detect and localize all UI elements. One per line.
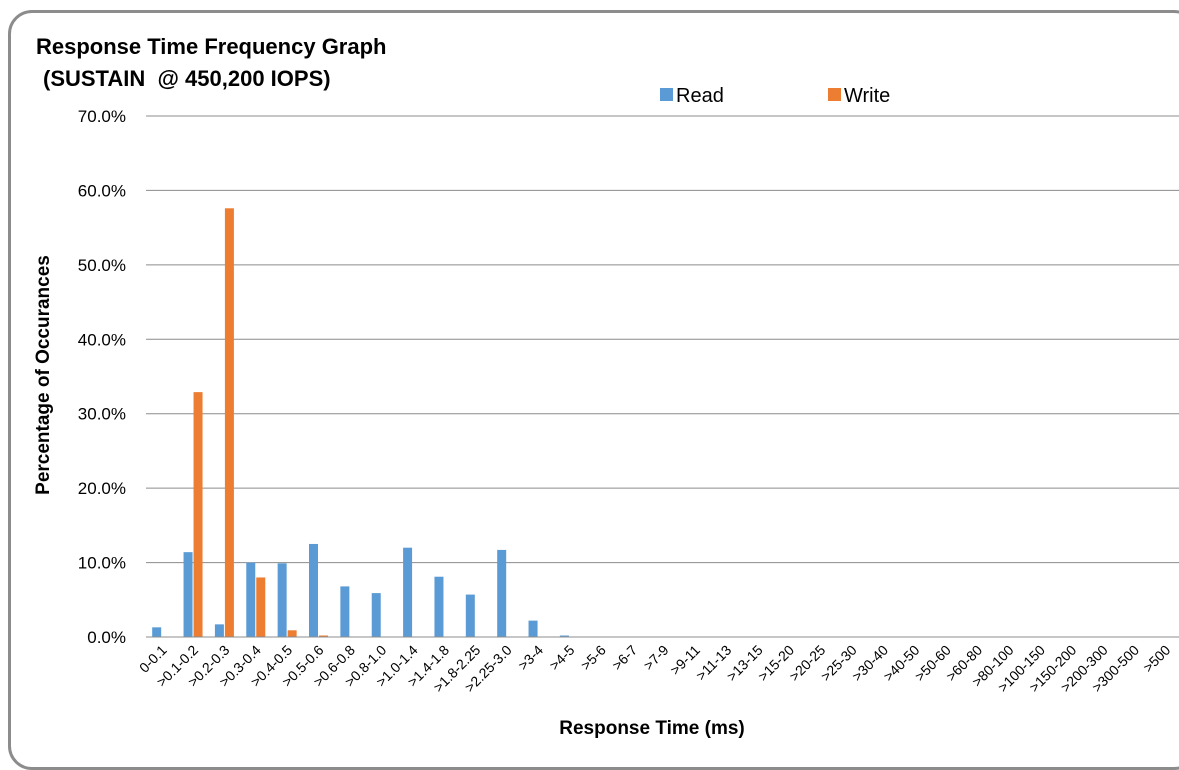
bar-read xyxy=(465,594,475,637)
x-tick-label: >5-6 xyxy=(577,642,609,674)
bar-read xyxy=(277,563,287,637)
y-tick-label: 50.0% xyxy=(78,256,126,275)
bar-write xyxy=(193,392,203,637)
x-axis-title: Response Time (ms) xyxy=(559,718,744,739)
bar-read xyxy=(183,552,193,637)
legend-swatch-write xyxy=(828,88,841,101)
x-tick-label: >6-7 xyxy=(609,642,641,674)
bar-read xyxy=(152,627,162,637)
legend-swatch-read xyxy=(660,88,673,101)
y-tick-label: 20.0% xyxy=(78,479,126,498)
chart-subtitle: (SUSTAIN @ 450,200 IOPS) xyxy=(43,66,331,91)
bar-read xyxy=(497,549,507,637)
bar-read xyxy=(559,635,569,637)
gridlines xyxy=(146,115,1179,564)
y-tick-label: 70.0% xyxy=(78,107,126,126)
x-axis-ticks: 0-0.1>0.1-0.2>0.2-0.3>0.3-0.4>0.4-0.5>0.… xyxy=(136,642,1174,696)
bar-read xyxy=(434,576,444,637)
x-tick-label: >500 xyxy=(1140,642,1174,676)
x-tick-label: >3-4 xyxy=(515,642,547,674)
x-tick-label: >4-5 xyxy=(546,642,578,674)
bar-write xyxy=(287,630,297,637)
y-tick-label: 40.0% xyxy=(78,330,126,349)
bar-read xyxy=(214,624,224,637)
bar-write xyxy=(256,577,266,637)
bar-read xyxy=(246,562,256,637)
y-axis-ticks: 0.0% 10.0% 20.0% 30.0% 40.0% 50.0% 60.0% 70.0% xyxy=(78,107,126,647)
y-tick-label: 60.0% xyxy=(78,181,126,200)
chart-title: Response Time Frequency Graph xyxy=(36,34,386,59)
bar-read xyxy=(371,593,381,637)
x-tick-label: >7-9 xyxy=(640,642,672,674)
bars xyxy=(152,208,569,637)
bar-read xyxy=(309,543,318,637)
chart: Response Time Frequency Graph (SUSTAIN @… xyxy=(33,34,1179,739)
bar-write xyxy=(319,635,328,637)
y-axis-title: Percentage of Occurances xyxy=(33,255,54,495)
y-tick-label: 30.0% xyxy=(78,405,126,424)
bar-write xyxy=(224,208,234,637)
chart-frame xyxy=(8,10,1179,770)
bar-read xyxy=(528,620,538,637)
legend-label-write: Write xyxy=(844,85,890,107)
legend-label-read: Read xyxy=(676,85,724,107)
bar-read xyxy=(403,547,413,637)
y-tick-label: 10.0% xyxy=(78,554,126,573)
legend: Read Write xyxy=(660,85,890,107)
bar-read xyxy=(340,586,350,637)
y-tick-label: 0.0% xyxy=(87,628,126,647)
